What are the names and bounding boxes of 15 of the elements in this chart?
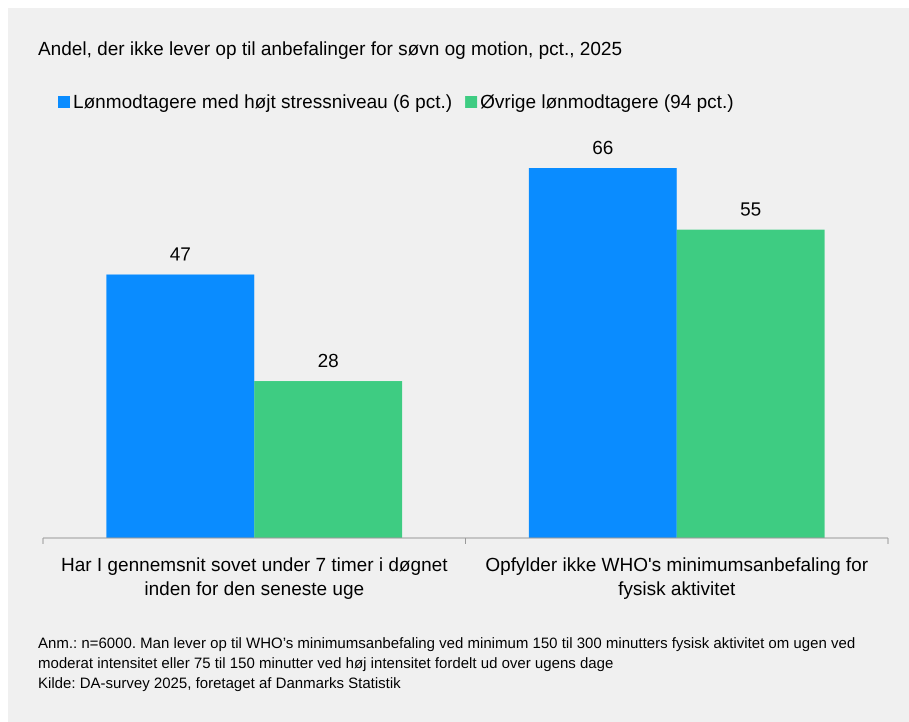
- legend-label: Lønmodtagere med højt stressniveau (6 pct.): [73, 92, 452, 113]
- legend-label: Øvrige lønmodtagere (94 pct.): [480, 92, 734, 113]
- text: Kilde: DA-survey 2025, foretaget af Danmarks Statistik: [38, 675, 402, 692]
- data-label: 47: [170, 244, 191, 266]
- bar: [106, 274, 254, 538]
- x-tick-label: Opfylder ikke WHO's minimumsanbefaling for fysisk aktivitet: [485, 555, 869, 600]
- bar: [254, 381, 402, 538]
- data-label: 28: [318, 351, 339, 372]
- chart-title: Andel, der ikke lever op til anbefalinger for søvn og motion, pct., 2025: [38, 39, 622, 60]
- text: Anm.: n=6000. Man lever op til WHO’s minimumsanbefaling ved minimum 150 til 300 minutters fysisk aktivitet om ugen ved moderat intensitet eller 75 til 150 minutter ved høj intensitet fordelt ud over ugens dage: [38, 635, 856, 672]
- x-tick-label: Har I gennemsnit sovet under 7 timer i døgnet inden for den seneste uge: [60, 555, 448, 600]
- data-label: 66: [592, 138, 614, 159]
- bar: [676, 230, 825, 538]
- data-label: 55: [740, 200, 762, 221]
- bar: [528, 168, 677, 538]
